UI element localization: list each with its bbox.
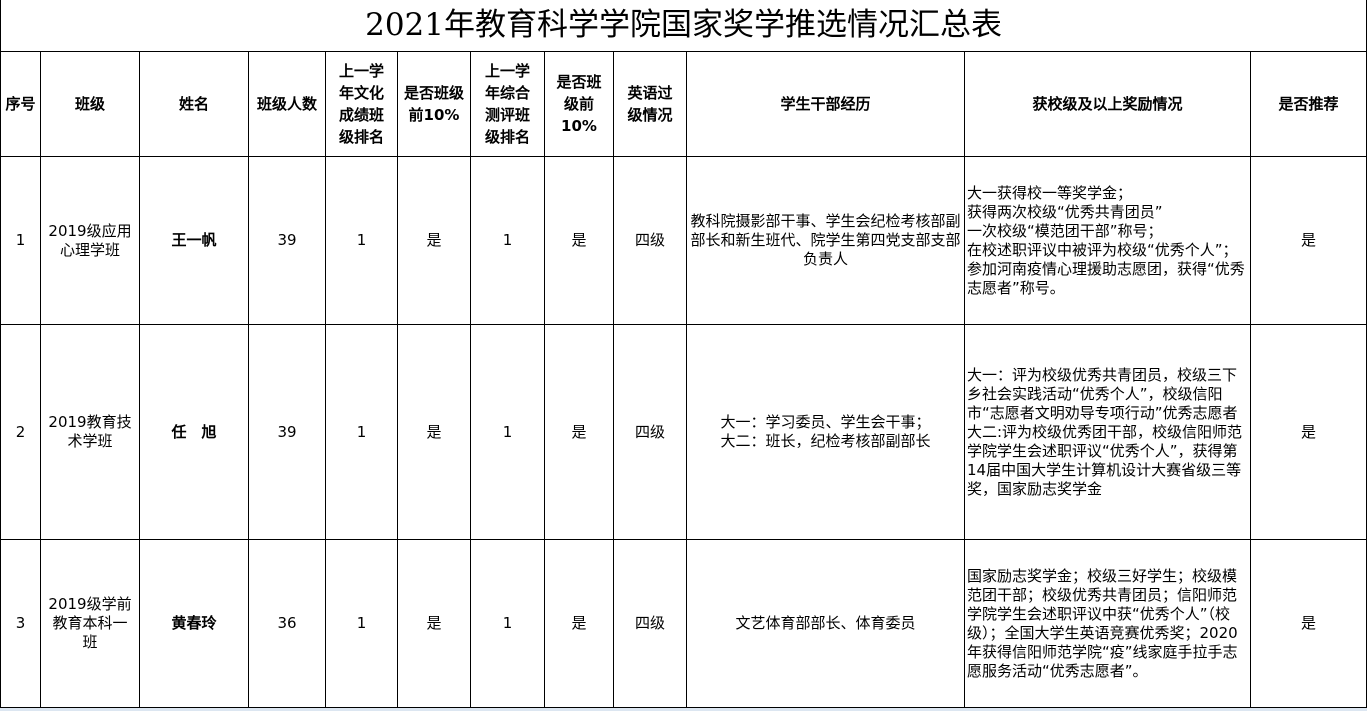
cell-name: 任 旭	[139, 324, 249, 540]
cell-name: 王一帆	[139, 156, 249, 325]
header-cell: 是否班级前10%	[544, 51, 614, 157]
table-row: 1 2019级应用心理学班 王一帆 39 1 是 1 是 四级 教科院摄影部干事…	[0, 156, 1367, 325]
table-title: 2021年教育科学学院国家奖学推选情况汇总表	[0, 0, 1367, 52]
cell-culture-top10: 是	[397, 539, 471, 708]
cell-size: 39	[248, 156, 326, 325]
cell-culture-top10: 是	[397, 324, 471, 540]
cell-recommend: 是	[1249, 324, 1367, 540]
header-cell: 班级人数	[248, 51, 326, 157]
header-row: 序号 班级 姓名 班级人数 上一学年文化成绩班级排名 是否班级前10% 上一学年…	[0, 51, 1367, 157]
cell-name: 黄春玲	[139, 539, 249, 708]
table-row: 3 2019级学前教育本科一班 黄春玲 36 1 是 1 是 四级 文艺体育部部…	[0, 539, 1367, 708]
cell-overall-top10: 是	[544, 539, 614, 708]
header-cell: 是否班级前10%	[397, 51, 471, 157]
cell-overall-rank: 1	[470, 539, 545, 708]
header-cell: 英语过级情况	[613, 51, 687, 157]
table-row: 2 2019教育技术学班 任 旭 39 1 是 1 是 四级 大一：学习委员、学…	[0, 324, 1367, 540]
header-cell: 姓名	[139, 51, 249, 157]
cell-awards: 大一：评为校级优秀共青团员，校级三下乡社会实践活动“优秀个人”，校级信阳市“志愿…	[964, 324, 1251, 540]
cell-class: 2019级学前教育本科一班	[40, 539, 140, 708]
cell-cadre: 文艺体育部部长、体育委员	[686, 539, 965, 708]
header-cell: 学生干部经历	[686, 51, 965, 157]
cell-overall-top10: 是	[544, 324, 614, 540]
cell-culture-top10: 是	[397, 156, 471, 325]
cell-size: 39	[248, 324, 326, 540]
cell-size: 36	[248, 539, 326, 708]
cell-awards: 大一获得校一等奖学金； 获得两次校级“优秀共青团员” 一次校级“模范团干部”称号…	[964, 156, 1251, 325]
cell-cadre: 教科院摄影部干事、学生会纪检考核部副部长和新生班代、院学生第四党支部支部负责人	[686, 156, 965, 325]
cell-recommend: 是	[1249, 539, 1367, 708]
cell-english: 四级	[613, 539, 687, 708]
header-cell: 获校级及以上奖励情况	[964, 51, 1251, 157]
header-cell: 序号	[0, 51, 41, 157]
cell-awards: 国家励志奖学金；校级三好学生；校级模范团干部；校级优秀共青团员；信阳师范学院学生…	[964, 539, 1251, 708]
cell-culture-rank: 1	[325, 539, 398, 708]
cell-overall-rank: 1	[470, 156, 545, 325]
cell-class: 2019级应用心理学班	[40, 156, 140, 325]
cell-english: 四级	[613, 156, 687, 325]
cell-culture-rank: 1	[325, 156, 398, 325]
header-cell: 班级	[40, 51, 140, 157]
cell-cadre: 大一：学习委员、学生会干事； 大二：班长，纪检考核部副部长	[686, 324, 965, 540]
header-cell: 上一学年文化成绩班级排名	[325, 51, 398, 157]
cell-overall-rank: 1	[470, 324, 545, 540]
cell-class: 2019教育技术学班	[40, 324, 140, 540]
header-cell: 是否推荐	[1249, 51, 1367, 157]
cell-no: 2	[0, 324, 41, 540]
cell-no: 1	[0, 156, 41, 325]
header-cell: 上一学年综合测评班级排名	[470, 51, 545, 157]
cell-culture-rank: 1	[325, 324, 398, 540]
cell-overall-top10: 是	[544, 156, 614, 325]
cell-english: 四级	[613, 324, 687, 540]
cell-recommend: 是	[1249, 156, 1367, 325]
cell-no: 3	[0, 539, 41, 708]
sheet-gridline-strip	[0, 708, 1367, 711]
